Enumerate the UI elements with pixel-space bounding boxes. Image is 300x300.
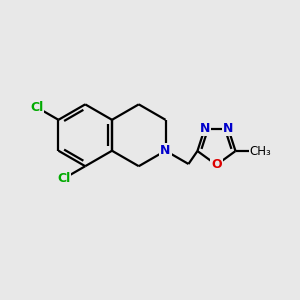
Text: N: N (160, 144, 171, 157)
Text: Cl: Cl (30, 101, 43, 114)
Text: N: N (200, 122, 210, 135)
Text: Cl: Cl (57, 172, 70, 185)
Text: CH₃: CH₃ (250, 145, 272, 158)
Text: N: N (223, 122, 233, 135)
Text: O: O (211, 158, 222, 171)
